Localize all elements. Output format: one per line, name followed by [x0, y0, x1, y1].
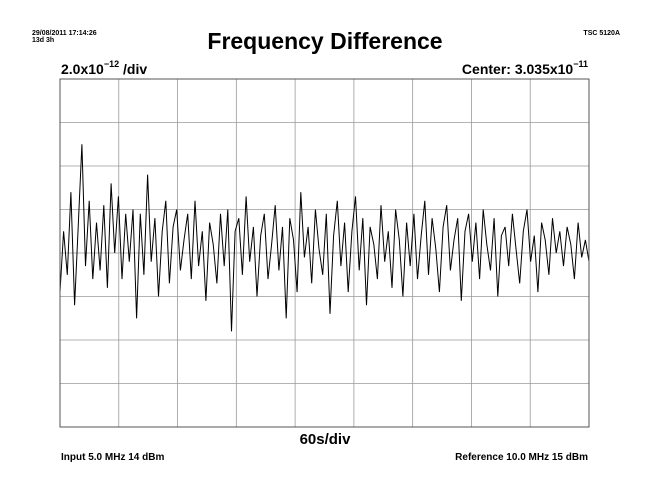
y-scale-unit: /div: [119, 61, 148, 77]
input-info: Input 5.0 MHz 14 dBm: [61, 452, 165, 463]
chart-title: Frequency Difference: [207, 28, 443, 54]
center-value: Center: 3.035x10: [461, 61, 574, 77]
timestamp: 29/08/2011 17:14:26: [32, 30, 97, 37]
x-scale-label: 60s/div: [299, 431, 351, 448]
y-scale-exponent: −12: [103, 59, 120, 69]
elapsed-time: 13d 3h: [32, 37, 55, 44]
plot-frame: [59, 78, 590, 428]
center-label: Center: 3.035x10−11: [461, 59, 588, 77]
y-scale-base: 2.0x10: [61, 61, 104, 77]
reference-info: Reference 10.0 MHz 15 dBm: [455, 452, 588, 463]
y-scale-label: 2.0x10−12 /div: [61, 59, 148, 77]
grid: [60, 79, 589, 427]
center-exponent: −11: [573, 59, 588, 69]
series-trace: [59, 144, 590, 332]
instrument-model: TSC 5120A: [583, 30, 620, 37]
